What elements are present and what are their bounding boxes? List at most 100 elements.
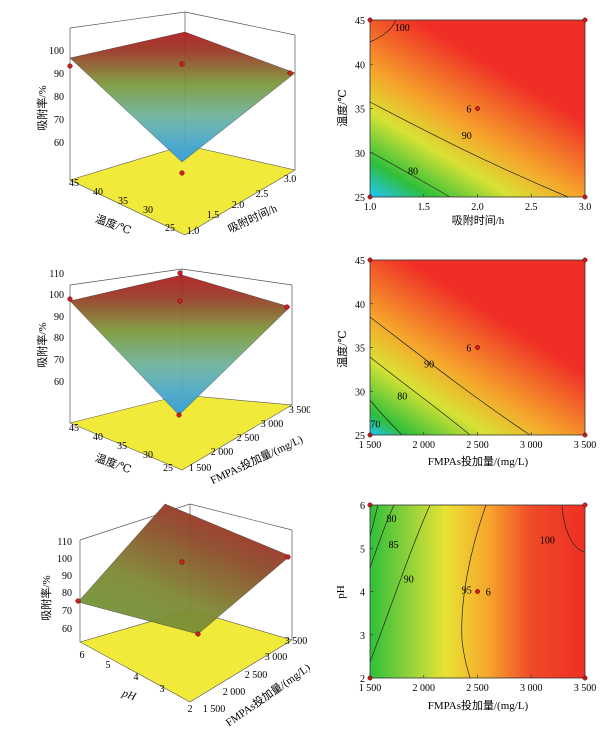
design-point [179,61,185,67]
y-tick-label: 2 [360,674,365,685]
x-tick-label: 1 500 [359,440,382,451]
z-tick-label: 60 [54,138,64,149]
x-tick-label: 3.0 [284,174,297,185]
y-axis-label: 温度/℃ [93,450,133,476]
contour-points-1 [367,17,588,200]
surface-plot-3: 吸附率/% 60 70 80 90 100 110 6 5 4 3 2 pH 1… [39,503,310,729]
contour-lines-2 [369,316,531,436]
design-point [285,554,291,560]
surface-plot-2: 吸附率/% 60 70 80 90 100 110 45 40 35 30 25… [35,268,310,487]
design-point [195,631,201,637]
x-tick-label: 2 500 [245,670,268,681]
contour-label: 90 [424,359,434,370]
x-tick-label: 2 500 [466,440,489,451]
contour-label: 95 [462,585,472,596]
design-point [179,170,185,176]
x-tick-label: 1.5 [207,210,220,221]
z-tick-labels-2: 60 70 80 90 100 110 [49,269,64,388]
x-tick-label: 2 000 [223,687,246,698]
y-axis-label: pH [120,687,139,704]
z-tick-label: 60 [62,624,72,635]
y-tick-label: 6 [80,650,85,661]
x-tick-label: 2 000 [413,683,436,694]
y-tick-label: 25 [355,193,365,204]
contour-lines-1 [369,19,569,198]
contour-label: 90 [462,131,472,142]
z-tick-labels-3: 60 70 80 90 100 110 [57,537,72,635]
z-tick-label: 70 [62,606,72,617]
x-axis-label: FMPAs投加量/(mg/L) [428,454,529,468]
surface-plot-1: 吸附率/% 60 70 80 90 100 45 40 35 30 25 温度/… [35,11,297,237]
y-tick-label: 35 [355,105,365,116]
contour-points-2 [367,257,588,438]
surface-mesh-1 [69,31,296,163]
x-tick-label: 1 500 [203,704,226,715]
y-tick-label: 40 [93,432,103,443]
y-tick-label: 25 [165,223,175,234]
z-axis-label: 吸附率/% [35,322,49,367]
design-point [179,559,185,565]
y-axis-label: pH [335,585,347,599]
y-tick-label: 25 [163,463,173,474]
z-tick-label: 110 [57,537,72,548]
contour-label: 90 [404,575,414,586]
x-axis-label: 吸附时间/h [452,213,505,227]
x-axis-label: FMPAs投加量/(mg/L) [428,698,529,712]
center-point [475,345,480,350]
surface-mesh-3 [77,503,291,635]
contour-plot-2: 90 80 70 6 1 500 2 000 2 500 3 000 3 500 25 30 35… [335,256,596,468]
y-tick-label: 3 [360,631,365,642]
y-tick-label: 5 [106,660,111,671]
z-tick-label: 70 [54,355,64,366]
design-point [582,17,588,23]
y-tick-label: 25 [355,431,365,442]
x-tick-label: 3 500 [285,636,308,647]
surface-points-3 [75,554,291,637]
surface-floor-2 [69,394,293,471]
x-tick-label: 2.0 [232,200,245,211]
y-tick-label: 40 [93,187,103,198]
contour-label: 80 [397,392,407,403]
x-tick-label: 2 000 [211,447,234,458]
contour-label: 85 [389,540,399,551]
design-point [176,412,182,418]
y-tick-label: 45 [69,423,79,434]
z-tick-label: 70 [54,115,64,126]
z-tick-labels-1: 60 70 80 90 100 [49,46,64,149]
x-tick-labels-2: 1 500 2 000 2 500 3 000 3 500 [189,405,310,474]
z-tick-label: 90 [62,571,72,582]
x-tick-label: 1.0 [364,202,377,213]
x-tick-label: 1 500 [359,683,382,694]
y-tick-label: 30 [143,205,153,216]
contour-lines-3 [369,504,586,679]
x-tick-label: 3 000 [520,683,543,694]
x-tick-label: 3 000 [265,652,288,663]
surface-points-1 [67,61,293,176]
design-point [177,270,183,276]
y-tick-label: 30 [355,387,365,398]
z-tick-label: 80 [62,588,72,599]
x-tick-label: 1 500 [189,463,212,474]
x-tick-labels-1: 1.0 1.5 2.0 2.5 3.0 [187,174,297,237]
z-tick-label: 100 [49,46,64,57]
y-ticks-2: 25 30 35 40 45 [355,256,373,442]
x-ticks-2: 1 500 2 000 2 500 3 000 3 500 [359,432,596,451]
y-tick-label: 5 [360,544,365,555]
y-tick-label: 40 [355,60,365,71]
design-point [582,502,588,508]
contour-label: 80 [387,514,397,525]
contour-label: 6 [466,105,471,116]
x-tick-labels-3: 1 500 2 000 2 500 3 000 3 500 [203,636,308,715]
z-axis-label: 吸附率/% [39,575,53,620]
y-tick-label: 40 [355,300,365,311]
z-tick-label: 90 [54,69,64,80]
contour-labels-3: 80 85 90 95 6 100 [387,514,555,599]
center-point [475,589,480,594]
contour-label: 100 [395,23,410,34]
x-tick-label: 3 500 [574,683,597,694]
x-tick-label: 3 000 [261,419,284,430]
x-tick-label: 2.5 [256,189,269,200]
x-tick-label: 1.5 [418,202,431,213]
y-axis-label: 温度/℃ [335,89,349,126]
y-tick-label: 45 [355,256,365,267]
